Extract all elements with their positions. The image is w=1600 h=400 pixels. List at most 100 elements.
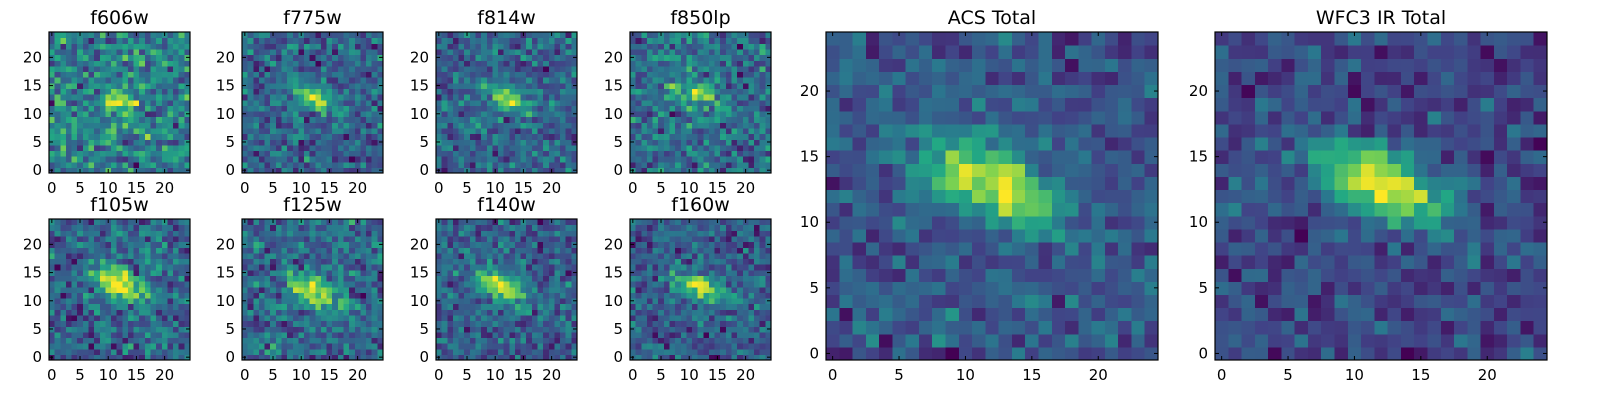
heatmap-cell: [675, 354, 682, 361]
heatmap-cell: [349, 116, 356, 123]
heatmap-cell: [635, 110, 642, 118]
heatmap-cell: [60, 32, 67, 39]
heatmap-cell: [725, 48, 733, 56]
heatmap-cell: [116, 252, 123, 260]
heatmap-cell: [692, 167, 699, 174]
heatmap-cell: [133, 139, 140, 146]
heatmap-cell: [514, 348, 522, 355]
heatmap-cell: [247, 230, 254, 237]
heatmap-cell: [377, 235, 384, 243]
heatmap-cell: [253, 71, 260, 78]
heatmap-cell: [326, 252, 333, 260]
heatmap-cell: [253, 331, 260, 339]
heatmap-cell: [275, 144, 283, 152]
heatmap-cell: [133, 150, 140, 157]
heatmap-cell: [270, 258, 277, 265]
heatmap-cell: [298, 286, 305, 293]
heatmap-cell: [686, 331, 693, 339]
heatmap-cell: [258, 230, 266, 237]
heatmap-cell: [554, 292, 561, 299]
heatmap-cell: [304, 144, 311, 152]
heatmap-cell: [731, 65, 738, 73]
heatmap-cell: [49, 150, 56, 157]
heatmap-cell: [475, 37, 482, 44]
heatmap-cell: [287, 252, 294, 260]
heatmap-cell: [720, 65, 727, 73]
heatmap-cell: [658, 116, 665, 123]
heatmap-cell: [156, 150, 163, 157]
heatmap-cell: [630, 303, 637, 310]
heatmap-cell: [94, 122, 101, 129]
heatmap-cell: [503, 264, 510, 271]
heatmap-cell: [343, 37, 350, 44]
heatmap-cell: [99, 354, 106, 361]
heatmap-cell: [675, 65, 682, 73]
heatmap-cell: [669, 60, 676, 67]
heatmap-cell: [150, 264, 157, 271]
y-tick-label: 5: [225, 133, 235, 151]
heatmap-cell: [514, 94, 522, 101]
heatmap-cell: [498, 281, 505, 288]
heatmap-cell: [708, 144, 716, 152]
heatmap-cell: [560, 110, 567, 118]
heatmap-cell: [60, 275, 67, 282]
heatmap-cell: [270, 82, 277, 89]
heatmap-cell: [531, 258, 539, 265]
heatmap-cell: [161, 337, 169, 344]
heatmap-cell: [680, 167, 687, 174]
heatmap-cell: [309, 230, 316, 237]
heatmap-cell: [475, 297, 482, 305]
heatmap-cell: [292, 224, 299, 231]
heatmap-cell: [270, 241, 277, 248]
heatmap-cell: [94, 110, 101, 118]
heatmap-cell: [161, 150, 169, 157]
heatmap-cell: [436, 275, 443, 282]
heatmap-cell: [309, 161, 316, 168]
heatmap-cell: [82, 105, 90, 112]
heatmap-cell: [349, 219, 356, 226]
heatmap-cell: [71, 37, 78, 44]
heatmap-cell: [441, 99, 448, 106]
heatmap-cell: [258, 82, 266, 89]
heatmap-cell: [447, 82, 454, 89]
heatmap-cell: [646, 292, 654, 299]
heatmap-cell: [105, 161, 112, 168]
heatmap-cell: [686, 110, 693, 118]
heatmap-cell: [759, 286, 766, 293]
heatmap-cell: [253, 122, 260, 129]
heatmap-cell: [54, 60, 61, 67]
heatmap-cell: [725, 60, 733, 67]
heatmap-cell: [111, 60, 118, 67]
heatmap-cell: [326, 348, 333, 355]
heatmap-cell: [320, 48, 328, 56]
heatmap-cell: [680, 54, 687, 61]
heatmap-cell: [464, 309, 471, 316]
heatmap-cell: [287, 348, 294, 355]
heatmap-cell: [156, 161, 163, 168]
heatmap-cell: [548, 224, 556, 231]
heatmap-cell: [503, 82, 510, 89]
heatmap-cell: [156, 139, 163, 146]
heatmap-cell: [111, 150, 118, 157]
heatmap-cell: [452, 292, 460, 299]
heatmap-cell: [156, 127, 163, 135]
heatmap-cell: [304, 139, 311, 146]
heatmap-cell: [748, 48, 755, 56]
heatmap-cell: [281, 348, 288, 355]
heatmap-cell: [343, 88, 350, 95]
heatmap-cell: [326, 269, 333, 276]
heatmap-cell: [692, 281, 699, 288]
heatmap-cell: [242, 94, 249, 101]
heatmap-cell: [332, 71, 339, 78]
heatmap-cell: [447, 297, 454, 305]
y-tick-label: 0: [419, 348, 429, 366]
heatmap-cell: [526, 224, 533, 231]
heatmap-cell: [731, 43, 738, 50]
heatmap-cell: [686, 77, 693, 84]
heatmap-cell: [275, 139, 283, 146]
heatmap-cell: [49, 292, 56, 299]
heatmap-cell: [492, 37, 499, 44]
heatmap-cell: [708, 139, 716, 146]
heatmap-cell: [298, 343, 305, 350]
